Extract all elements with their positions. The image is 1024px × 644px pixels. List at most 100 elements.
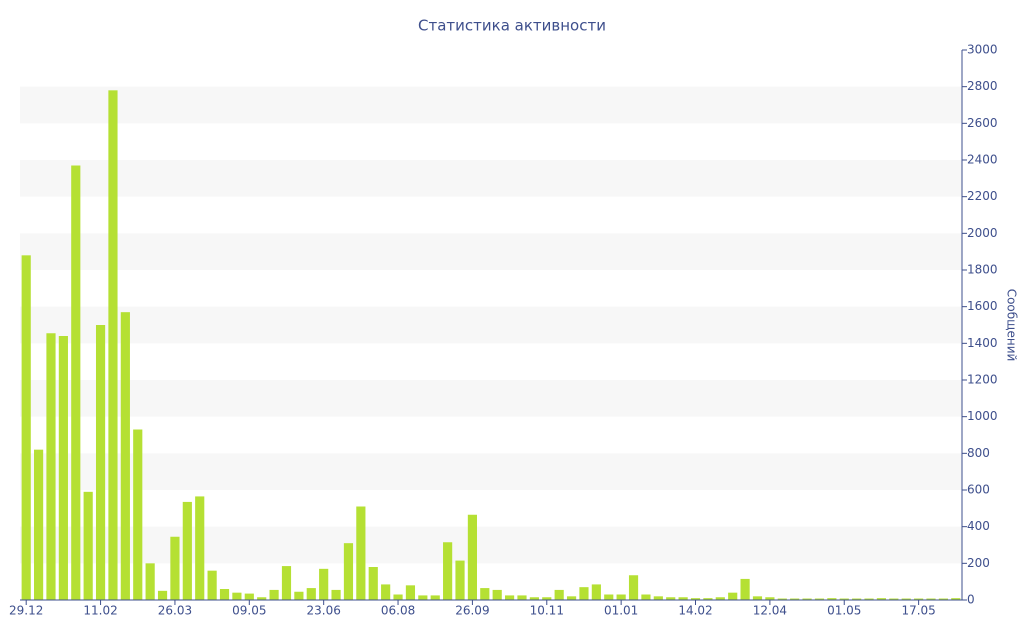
bar [306, 588, 316, 600]
bar [133, 429, 143, 600]
x-tick-label: 14.02 [678, 604, 712, 618]
bar [889, 598, 899, 600]
grid-band [20, 160, 962, 197]
y-tick-label: 1600 [967, 299, 998, 313]
bar [554, 589, 564, 600]
bar [232, 592, 242, 600]
bar [46, 333, 56, 600]
bar [356, 506, 366, 600]
y-tick-label: 1400 [967, 336, 998, 350]
bar [294, 591, 304, 600]
bar [852, 598, 862, 600]
bar [244, 593, 254, 600]
bar [319, 568, 329, 600]
bar [926, 598, 936, 600]
bar [368, 567, 378, 600]
bar [393, 594, 403, 600]
bar [765, 597, 775, 600]
bar [443, 542, 453, 600]
grid-band [20, 453, 962, 490]
bar [182, 501, 192, 600]
bar [517, 595, 527, 600]
grid-band [20, 86, 962, 124]
bar [95, 325, 106, 600]
bar [207, 570, 217, 600]
grid-band [20, 380, 962, 417]
y-tick-label: 2800 [967, 79, 998, 93]
bar [480, 588, 490, 600]
bar [418, 595, 428, 600]
x-tick-label: 26.09 [455, 604, 489, 618]
x-tick-label: 10.11 [530, 604, 564, 618]
bar [802, 598, 812, 600]
bar [914, 598, 924, 600]
bar [281, 566, 292, 600]
bar [604, 594, 614, 600]
bar [529, 597, 539, 600]
y-tick-label: 1000 [967, 409, 998, 423]
grid-band [20, 233, 962, 270]
bar [467, 514, 477, 600]
grid-band [20, 526, 962, 564]
y-tick-label: 2600 [967, 116, 998, 130]
bar [690, 598, 701, 600]
y-tick-label: 600 [967, 483, 990, 497]
bar [703, 598, 713, 600]
y-tick-label: 3000 [967, 43, 998, 57]
x-tick-label: 09.05 [232, 604, 266, 618]
bar [566, 596, 577, 600]
bar [678, 597, 688, 600]
bar [591, 584, 601, 600]
y-tick-label: 2000 [967, 226, 998, 240]
x-tick-label: 23.06 [306, 604, 340, 618]
bar [120, 312, 130, 600]
bar [715, 597, 725, 600]
bar [628, 575, 639, 600]
x-tick-label: 01.05 [827, 604, 861, 618]
x-tick-label: 29.12 [9, 604, 43, 618]
x-tick-label: 17.05 [901, 604, 935, 618]
y-tick-label: 1800 [967, 263, 998, 277]
bar [653, 596, 663, 600]
bar [219, 589, 230, 600]
bar [157, 590, 168, 600]
bar [21, 255, 31, 601]
y-tick-label: 800 [967, 446, 990, 460]
x-tick-label: 12.04 [753, 604, 787, 618]
bar [542, 597, 552, 600]
x-tick-label: 11.02 [83, 604, 117, 618]
bar [83, 491, 93, 600]
y-tick-label: 0 [967, 593, 975, 607]
y-tick-label: 2200 [967, 189, 998, 203]
bar [740, 578, 750, 600]
y-tick-label: 1200 [967, 373, 998, 387]
grid-band [20, 306, 962, 344]
bar [876, 598, 887, 600]
bar [108, 90, 118, 600]
bar [34, 449, 44, 600]
bar [616, 594, 626, 600]
bar [951, 598, 961, 600]
x-tick-label: 01.01 [604, 604, 638, 618]
bar [827, 598, 837, 600]
y-tick-label: 400 [967, 519, 990, 533]
bar [58, 336, 68, 600]
bar [752, 596, 763, 600]
bar [839, 598, 849, 600]
bar [343, 543, 354, 600]
y-axis-title: Сообщений [1005, 289, 1019, 362]
x-tick-label: 26.03 [158, 604, 192, 618]
bar [430, 595, 440, 600]
bar [71, 165, 81, 600]
bar [641, 594, 651, 600]
bar [864, 598, 874, 600]
bar [492, 589, 502, 600]
bar [938, 598, 948, 600]
bar [790, 598, 800, 600]
y-tick-label: 200 [967, 556, 990, 570]
bar [777, 598, 787, 600]
bar [145, 563, 155, 600]
bar [269, 589, 279, 600]
x-tick-label: 06.08 [381, 604, 415, 618]
